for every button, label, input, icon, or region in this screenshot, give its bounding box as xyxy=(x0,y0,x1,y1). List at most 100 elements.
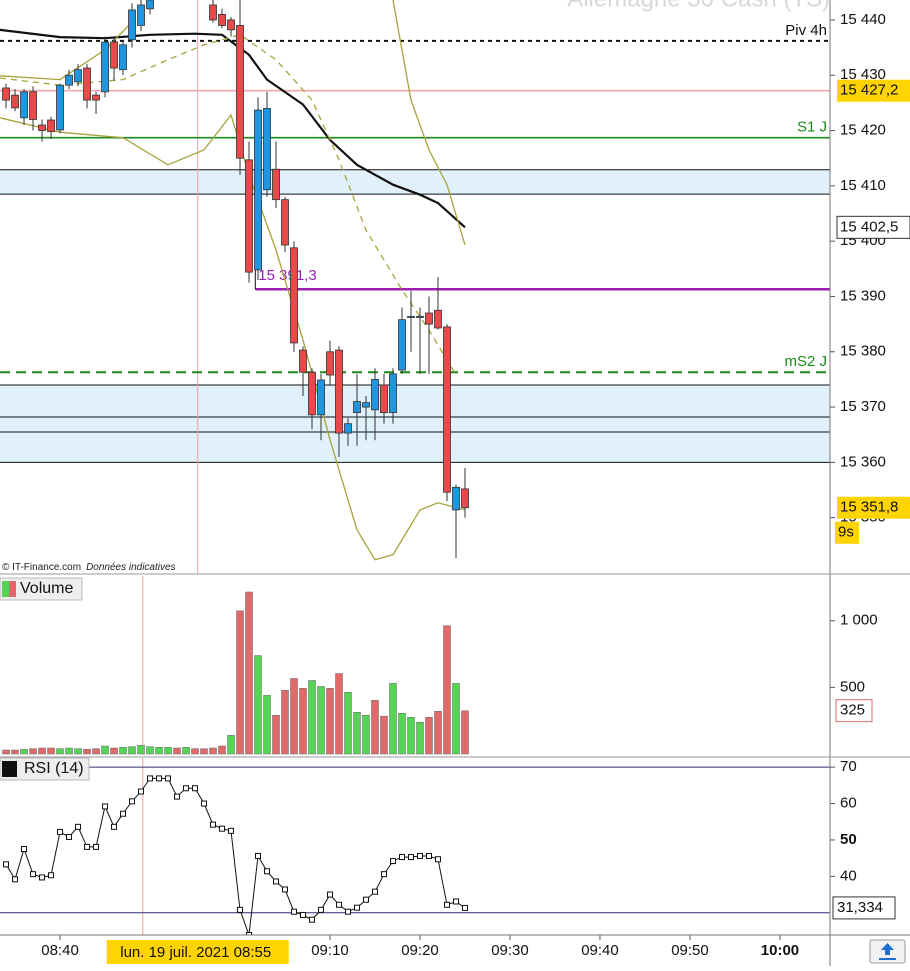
volume-bar xyxy=(272,714,280,755)
scroll-button[interactable] xyxy=(869,939,906,964)
candle-body xyxy=(101,41,109,93)
volume-bar xyxy=(11,749,19,755)
volume-bar xyxy=(119,747,127,755)
volume-bar xyxy=(362,714,370,755)
rsi-point xyxy=(183,785,190,792)
volume-legend-icon xyxy=(9,581,16,597)
zone xyxy=(0,169,830,195)
volume-bar xyxy=(38,747,46,755)
rsi-point xyxy=(434,856,441,863)
candle-body xyxy=(38,124,46,131)
volume-bar xyxy=(425,716,433,755)
volume-bar xyxy=(74,748,82,755)
price-label-box xyxy=(837,79,910,102)
rsi-point xyxy=(192,785,199,792)
rsi-point xyxy=(66,834,73,841)
volume-bar xyxy=(344,692,352,755)
rsi-point xyxy=(264,868,271,875)
volume-bar xyxy=(380,715,388,755)
y-tick-label: 15 360 xyxy=(840,453,886,470)
x-tick-label: 09:20 xyxy=(401,942,439,959)
rsi-point xyxy=(443,901,450,908)
countdown: 9s xyxy=(838,524,854,541)
volume-bar xyxy=(137,745,145,755)
rsi-point xyxy=(228,827,235,834)
credit-text: © IT-Finance.com xyxy=(2,562,81,573)
rsi-point xyxy=(21,846,28,853)
rsi-point xyxy=(57,828,64,835)
volume-bar xyxy=(29,748,37,755)
x-tick-label: 08:40 xyxy=(41,942,79,959)
candle-body xyxy=(29,91,37,120)
volume-bar xyxy=(353,712,361,755)
candle-body xyxy=(416,315,424,318)
candle-body xyxy=(362,402,370,408)
volume-bar xyxy=(398,712,406,755)
volume-bar xyxy=(290,678,298,755)
candle-body xyxy=(452,486,460,511)
rsi-legend-box xyxy=(0,757,90,781)
volume-bar xyxy=(110,747,118,755)
rsi-point xyxy=(291,908,298,915)
rsi-line xyxy=(5,777,466,935)
volume-bar xyxy=(65,747,73,755)
price-label: 15 402,5 xyxy=(840,218,898,235)
candle-body xyxy=(317,379,325,416)
rsi-point xyxy=(3,861,10,868)
candle-body xyxy=(20,91,28,119)
volume-legend: Volume xyxy=(20,580,73,597)
y-tick-label: 50 xyxy=(840,831,857,848)
candle-body xyxy=(110,41,118,69)
rsi-point xyxy=(165,775,172,782)
volume-bar xyxy=(2,749,10,755)
candle-body xyxy=(335,349,343,434)
level-label: mS2 J xyxy=(784,353,827,370)
rsi-point xyxy=(300,911,307,918)
candle-body xyxy=(461,488,469,509)
x-tick-label: 10:00 xyxy=(761,942,799,959)
volume-bar xyxy=(326,688,334,755)
y-tick-label: 40 xyxy=(840,867,857,884)
rsi-legend: RSI (14) xyxy=(24,760,84,777)
candle-body xyxy=(407,315,415,318)
volume-last-box xyxy=(835,699,873,723)
rsi-point xyxy=(30,871,37,878)
candle-body xyxy=(308,371,316,416)
volume-bar xyxy=(227,735,235,755)
volume-bar xyxy=(146,746,154,755)
candle-body xyxy=(146,0,154,10)
price-label: 15 427,2 xyxy=(840,82,898,99)
candle-body xyxy=(299,349,307,373)
volume-bar xyxy=(20,749,28,755)
rsi-point xyxy=(75,823,82,830)
candle-body xyxy=(389,373,397,414)
candle-body xyxy=(218,13,226,26)
candle-body xyxy=(11,94,19,109)
volume-bar xyxy=(443,625,451,755)
volume-bar xyxy=(56,748,64,755)
rsi-last-box xyxy=(832,896,896,920)
scroll-button-arrow[interactable] xyxy=(881,943,894,955)
candle-body xyxy=(2,87,10,101)
credit: © IT-Finance.com Données indicatives xyxy=(2,562,176,573)
overlay-line xyxy=(0,28,466,229)
rsi-point xyxy=(353,904,360,911)
rsi-point xyxy=(336,901,343,908)
candle-body xyxy=(83,67,91,101)
rsi-point xyxy=(138,788,145,795)
candle-body xyxy=(47,119,55,133)
rsi-point xyxy=(111,823,118,830)
rsi-point xyxy=(39,874,46,881)
candle-body xyxy=(272,168,280,201)
volume-bar xyxy=(317,686,325,755)
y-tick-label: 15 410 xyxy=(840,177,886,194)
rsi-point xyxy=(389,858,396,865)
x-tick-label: 09:50 xyxy=(671,942,709,959)
volume-bar xyxy=(416,721,424,755)
level-label: Piv 4h xyxy=(785,22,827,39)
rsi-point xyxy=(398,854,405,861)
price-label: 15 351,8 xyxy=(840,499,898,516)
rsi-point xyxy=(380,871,387,878)
